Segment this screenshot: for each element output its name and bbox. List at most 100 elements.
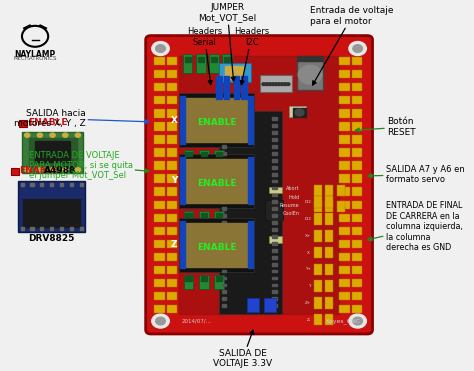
Bar — [325, 213, 333, 225]
Bar — [22, 132, 83, 173]
Bar — [155, 201, 165, 209]
Bar — [222, 180, 226, 183]
Bar — [297, 57, 323, 91]
Bar — [179, 218, 254, 272]
Bar — [273, 221, 277, 224]
Bar — [241, 83, 246, 88]
Bar — [339, 227, 350, 235]
Bar — [339, 266, 350, 274]
Bar — [30, 183, 34, 186]
Text: Resume: Resume — [280, 203, 300, 208]
Bar — [23, 199, 80, 227]
Bar — [273, 187, 277, 189]
Bar — [167, 292, 177, 300]
Bar — [224, 76, 229, 80]
Circle shape — [271, 83, 274, 86]
Bar — [339, 96, 350, 105]
Bar — [339, 109, 350, 118]
Text: CoolEn: CoolEn — [283, 211, 300, 216]
Bar — [155, 135, 165, 144]
Text: ENABLE: ENABLE — [197, 243, 236, 252]
Bar — [155, 240, 165, 248]
Bar — [241, 87, 246, 92]
Bar — [155, 161, 165, 170]
Bar — [167, 135, 177, 144]
Bar — [180, 157, 185, 204]
Bar — [339, 122, 350, 131]
Circle shape — [349, 314, 366, 328]
Bar — [222, 117, 226, 120]
Bar — [222, 297, 226, 300]
Circle shape — [353, 45, 363, 52]
Text: DI2: DI2 — [304, 200, 311, 204]
Text: SALIDA A7 y A6 en
formato servo: SALIDA A7 y A6 en formato servo — [368, 165, 465, 184]
Bar — [352, 253, 362, 261]
Bar — [201, 213, 207, 217]
Bar — [179, 56, 339, 314]
Bar — [273, 256, 277, 259]
Circle shape — [268, 83, 272, 86]
Bar — [211, 56, 217, 62]
Bar — [247, 298, 259, 312]
Bar — [273, 297, 277, 300]
Bar — [241, 95, 246, 99]
Bar — [222, 166, 226, 168]
Bar — [222, 194, 226, 196]
Text: SALIDA DE
VOLTAJE 3.3V: SALIDA DE VOLTAJE 3.3V — [213, 330, 272, 368]
Circle shape — [37, 168, 43, 172]
Bar — [155, 148, 165, 157]
Bar — [155, 96, 165, 105]
Text: Z: Z — [171, 240, 177, 249]
Bar — [241, 80, 246, 84]
Bar — [167, 214, 177, 222]
Bar — [180, 221, 185, 268]
Bar — [222, 221, 226, 224]
Bar — [217, 76, 222, 80]
Bar — [222, 124, 226, 127]
Circle shape — [75, 133, 81, 137]
Bar — [234, 80, 239, 84]
Bar — [273, 242, 277, 245]
Text: 2014/07/...: 2014/07/... — [182, 319, 212, 324]
Bar — [234, 83, 239, 88]
Circle shape — [283, 83, 287, 86]
Bar — [60, 183, 63, 186]
Bar — [11, 168, 19, 175]
Bar — [179, 93, 254, 147]
Text: Y: Y — [171, 176, 177, 186]
Bar — [339, 292, 350, 300]
Bar — [219, 62, 251, 82]
Bar — [352, 57, 362, 65]
Bar — [273, 152, 277, 155]
Bar — [273, 290, 277, 293]
Bar — [217, 91, 222, 95]
Bar — [352, 122, 362, 131]
Bar — [167, 57, 177, 65]
Bar — [222, 277, 226, 279]
Bar — [273, 166, 277, 168]
Bar — [155, 187, 165, 196]
Bar — [352, 174, 362, 183]
Bar — [314, 297, 322, 309]
Bar — [222, 228, 226, 231]
Bar — [325, 247, 333, 258]
Bar — [185, 276, 191, 280]
Bar — [234, 95, 239, 99]
Bar — [352, 83, 362, 91]
Bar — [325, 201, 333, 212]
Bar — [167, 187, 177, 196]
Text: MECHATRONICS: MECHATRONICS — [13, 56, 57, 61]
Bar — [222, 187, 226, 189]
Bar — [241, 91, 246, 95]
Text: ENTRADA DE VOLTAJE
PARA MOTOR, si se quita
el jumper Mot_VOT_Sel: ENTRADA DE VOLTAJE PARA MOTOR, si se qui… — [28, 151, 149, 180]
Bar — [269, 236, 282, 243]
Text: NAYLAMP: NAYLAMP — [14, 50, 56, 59]
Circle shape — [50, 168, 55, 172]
Bar — [184, 211, 193, 225]
Bar — [260, 75, 292, 92]
Bar — [352, 187, 362, 196]
Bar — [273, 249, 277, 252]
Bar — [199, 150, 209, 164]
Bar — [155, 214, 165, 222]
Bar — [155, 253, 165, 261]
